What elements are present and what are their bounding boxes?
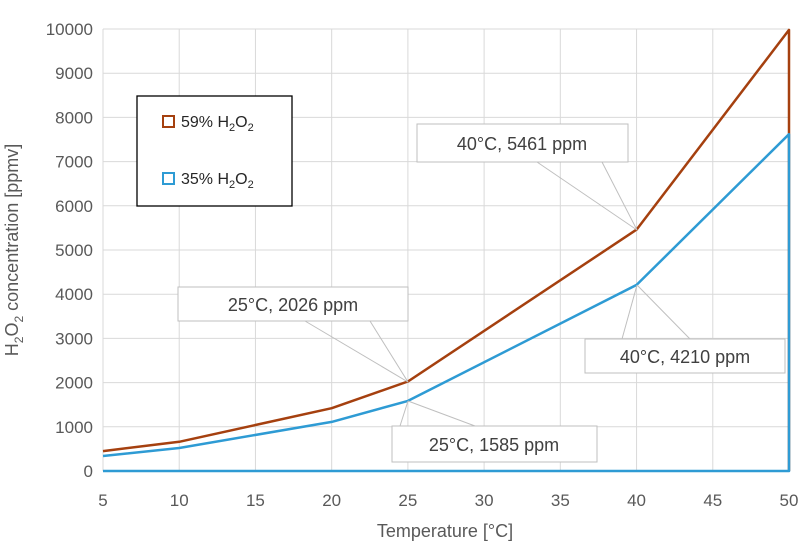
y-axis-ticks: 0 1000 2000 3000 4000 5000 6000 7000 8000 9000 100… [46, 20, 93, 481]
annotation-box-2 [177, 286, 409, 322]
y-tick-label-7000: 7000 [55, 153, 93, 172]
legend-label-59: 59% H2O2 [181, 114, 254, 134]
legend-marker-59 [162, 115, 175, 128]
legend: 59% H2O2 35% H2O2 [136, 95, 293, 207]
annotation-leader-1b [601, 161, 638, 231]
annotation-leader-2a [304, 320, 409, 383]
annotation-leader-4a [399, 400, 409, 427]
x-tick-label-35: 35 [551, 491, 570, 510]
annotation-25c-1585: 25°C, 1585 ppm [391, 400, 598, 463]
grid [102, 28, 790, 472]
legend-box [136, 95, 293, 207]
x-tick-label-10: 10 [170, 491, 189, 510]
annotation-leader-1a [536, 161, 638, 231]
annotation-40c-5461: 40°C, 5461 ppm [416, 123, 638, 231]
x-tick-label-5: 5 [98, 491, 107, 510]
y-tick-label-6000: 6000 [55, 197, 93, 216]
y-tick-label-0: 0 [84, 462, 93, 481]
annotation-40c-4210: 40°C, 4210 ppm [584, 284, 786, 374]
y-tick-label-8000: 8000 [55, 108, 93, 127]
annotation-box-4 [391, 425, 598, 463]
annotation-leader-3b [636, 284, 691, 340]
x-tick-label-15: 15 [246, 491, 265, 510]
annotation-leader-4b [407, 400, 476, 427]
y-axis-title: H2O2 concentration [ppmv] [2, 144, 26, 356]
annotation-label-3: 40°C, 4210 ppm [620, 347, 750, 367]
x-axis-title: Temperature [°C] [377, 521, 513, 541]
x-tick-label-25: 25 [398, 491, 417, 510]
y-tick-label-4000: 4000 [55, 285, 93, 304]
x-tick-label-30: 30 [475, 491, 494, 510]
y-tick-label-9000: 9000 [55, 64, 93, 83]
x-tick-label-40: 40 [627, 491, 646, 510]
legend-marker-35 [162, 172, 175, 185]
annotation-label-2: 25°C, 2026 ppm [228, 295, 358, 315]
y-tick-label-10000: 10000 [46, 20, 93, 39]
annotation-label-4: 25°C, 1585 ppm [429, 435, 559, 455]
annotation-leader-3a [621, 284, 638, 340]
annotation-box-3 [584, 338, 786, 374]
annotation-leader-2b [369, 320, 409, 383]
y-tick-label-2000: 2000 [55, 374, 93, 393]
annotation-box-1 [416, 123, 629, 163]
annotation-25c-2026: 25°C, 2026 ppm [177, 286, 409, 383]
y-tick-label-1000: 1000 [55, 418, 93, 437]
series-line-35pct [102, 132, 791, 473]
y-tick-label-3000: 3000 [55, 329, 93, 348]
x-tick-label-20: 20 [322, 491, 341, 510]
x-axis-ticks: 5 10 15 20 25 30 35 40 45 50 [98, 491, 798, 510]
y-tick-label-5000: 5000 [55, 241, 93, 260]
legend-label-35: 35% H2O2 [181, 171, 254, 191]
annotation-label-1: 40°C, 5461 ppm [457, 134, 587, 154]
x-tick-label-50: 50 [780, 491, 799, 510]
x-tick-label-45: 45 [703, 491, 722, 510]
